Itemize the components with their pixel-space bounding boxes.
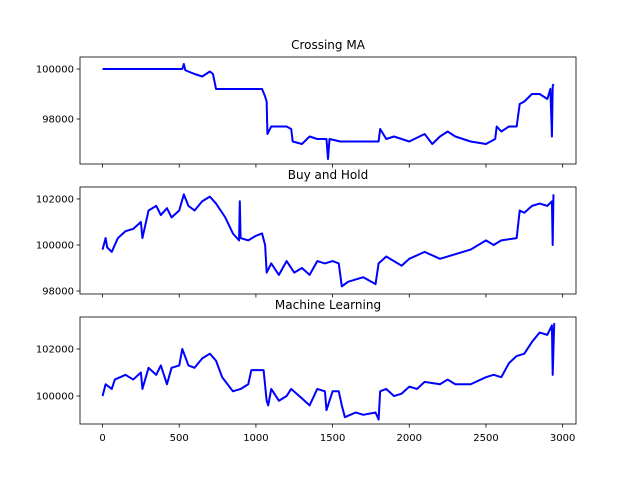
y-tick-label: 98000 xyxy=(42,287,74,298)
subplot-title: Buy and Hold xyxy=(288,168,368,182)
line xyxy=(101,193,555,288)
y-tick-label: 100000 xyxy=(36,392,74,403)
y-tick-label: 100000 xyxy=(36,240,74,251)
axes-frame xyxy=(79,316,577,425)
x-tick-label: 0 xyxy=(99,433,105,444)
line xyxy=(102,63,555,160)
line xyxy=(101,323,556,421)
subplot-title: Machine Learning xyxy=(275,298,381,312)
x-tick-label: 1500 xyxy=(320,433,345,444)
y-tick-label: 98000 xyxy=(42,115,74,126)
subplot-title: Crossing MA xyxy=(291,38,366,52)
y-tick-label: 100000 xyxy=(36,65,74,76)
y-tick-label: 102000 xyxy=(36,344,74,355)
x-tick-label: 1000 xyxy=(243,433,268,444)
y-tick-label: 102000 xyxy=(36,194,74,205)
x-tick-label: 2500 xyxy=(473,433,498,444)
x-tick-label: 2000 xyxy=(397,433,422,444)
axes-frame xyxy=(79,186,577,295)
x-tick-label: 3000 xyxy=(550,433,575,444)
x-tick-label: 500 xyxy=(170,433,189,444)
axes-frame xyxy=(79,56,577,165)
